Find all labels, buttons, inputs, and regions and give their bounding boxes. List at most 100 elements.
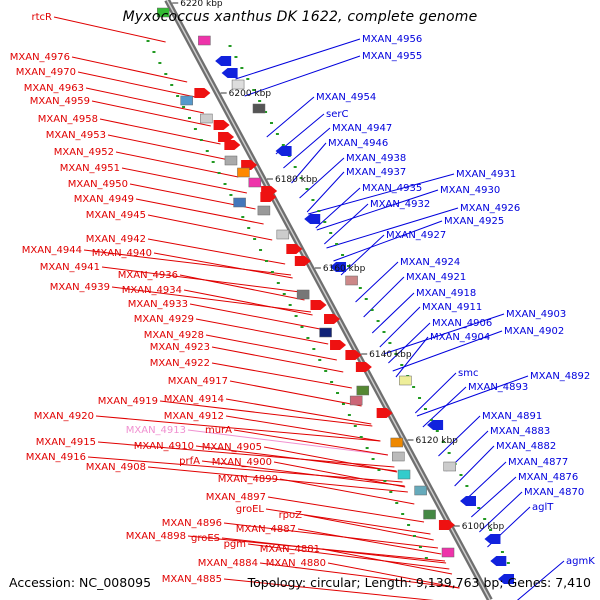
- gene-label-MXAN_4926[interactable]: MXAN_4926: [460, 203, 520, 214]
- gene-label-MXAN_4924[interactable]: MXAN_4924: [400, 257, 460, 268]
- gene-label-MXAN_4905[interactable]: MXAN_4905: [202, 442, 262, 453]
- gene-label-MXAN_4954[interactable]: MXAN_4954: [316, 92, 376, 103]
- gene-box[interactable]: [237, 167, 250, 178]
- gene-arrow-forward[interactable]: [324, 314, 341, 324]
- gene-label-MXAN_4921[interactable]: MXAN_4921: [406, 272, 466, 283]
- gene-label-MXAN_4882[interactable]: MXAN_4882: [496, 441, 556, 452]
- gene-box[interactable]: [443, 461, 456, 472]
- gene-arrow-forward[interactable]: [260, 192, 277, 202]
- gene-label-MXAN_4885[interactable]: MXAN_4885: [162, 574, 222, 585]
- gene-box[interactable]: [390, 437, 404, 448]
- gene-label-MXAN_4898[interactable]: MXAN_4898: [126, 531, 186, 542]
- gene-label-MXAN_4897[interactable]: MXAN_4897: [206, 492, 266, 503]
- gene-box[interactable]: [248, 177, 262, 188]
- gene-label-MXAN_4896[interactable]: MXAN_4896: [162, 518, 222, 529]
- gene-arrow-reverse[interactable]: [484, 534, 501, 544]
- gene-arrow-forward[interactable]: [330, 340, 347, 350]
- gene-label-MXAN_4929[interactable]: MXAN_4929: [134, 314, 194, 325]
- gene-label-MXAN_4933[interactable]: MXAN_4933: [128, 299, 188, 310]
- gene-label-MXAN_4927[interactable]: MXAN_4927: [386, 230, 446, 241]
- gene-label-MXAN_4920[interactable]: MXAN_4920: [34, 411, 94, 422]
- gene-arrow-forward[interactable]: [355, 362, 372, 372]
- gene-box[interactable]: [319, 327, 332, 338]
- gene-label-MXAN_4955[interactable]: MXAN_4955: [362, 51, 422, 62]
- gene-arrow-forward[interactable]: [194, 88, 211, 98]
- gene-label-MXAN_4938[interactable]: MXAN_4938: [346, 153, 406, 164]
- gene-label-MXAN_4952[interactable]: MXAN_4952: [54, 147, 114, 158]
- gene-label-MXAN_4913[interactable]: MXAN_4913: [126, 425, 186, 436]
- gene-label-pgm[interactable]: pgm: [224, 539, 246, 550]
- gene-arrow-forward[interactable]: [376, 408, 393, 418]
- gene-label-MXAN_4917[interactable]: MXAN_4917: [168, 376, 228, 387]
- gene-label-MXAN_4923[interactable]: MXAN_4923: [150, 342, 210, 353]
- gene-label-MXAN_4946[interactable]: MXAN_4946: [328, 138, 388, 149]
- gene-label-MXAN_4928[interactable]: MXAN_4928: [144, 330, 204, 341]
- gene-box[interactable]: [252, 103, 266, 114]
- gene-label-MXAN_4934[interactable]: MXAN_4934: [122, 285, 182, 296]
- gene-label-MXAN_4947[interactable]: MXAN_4947: [332, 123, 392, 134]
- gene-label-MXAN_4904[interactable]: MXAN_4904: [430, 332, 490, 343]
- gene-box[interactable]: [397, 469, 411, 480]
- gene-label-MXAN_4951[interactable]: MXAN_4951: [60, 163, 120, 174]
- gene-label-MXAN_4883[interactable]: MXAN_4883: [490, 426, 550, 437]
- gene-box[interactable]: [296, 289, 310, 300]
- gene-arrow-reverse[interactable]: [304, 214, 321, 224]
- gene-arrow-forward[interactable]: [213, 120, 230, 130]
- gene-arrow-reverse[interactable]: [221, 68, 238, 78]
- gene-label-MXAN_4976[interactable]: MXAN_4976: [10, 52, 70, 63]
- gene-label-MXAN_4931[interactable]: MXAN_4931: [456, 169, 516, 180]
- gene-label-MXAN_4887[interactable]: MXAN_4887: [236, 524, 296, 535]
- gene-arrow-forward[interactable]: [224, 140, 241, 150]
- gene-label-MXAN_4930[interactable]: MXAN_4930: [440, 185, 500, 196]
- gene-label-MXAN_4880[interactable]: MXAN_4880: [266, 558, 326, 569]
- gene-label-MXAN_4912[interactable]: MXAN_4912: [164, 411, 224, 422]
- gene-label-prfA[interactable]: prfA: [179, 456, 200, 467]
- gene-label-MXAN_4937[interactable]: MXAN_4937: [346, 167, 406, 178]
- gene-label-MXAN_4911[interactable]: MXAN_4911: [422, 302, 482, 313]
- gene-arrow-reverse[interactable]: [498, 574, 515, 584]
- gene-label-MXAN_4940[interactable]: MXAN_4940: [92, 248, 152, 259]
- gene-label-agmK[interactable]: agmK: [566, 556, 595, 567]
- gene-label-aglT[interactable]: aglT: [532, 502, 554, 513]
- gene-label-MXAN_4950[interactable]: MXAN_4950: [68, 179, 128, 190]
- gene-box[interactable]: [356, 385, 370, 396]
- gene-box[interactable]: [423, 509, 436, 520]
- gene-label-groES[interactable]: groES: [191, 533, 220, 544]
- gene-label-MXAN_4892[interactable]: MXAN_4892: [530, 371, 590, 382]
- gene-box[interactable]: [157, 7, 170, 18]
- gene-label-MXAN_4915[interactable]: MXAN_4915: [36, 437, 96, 448]
- gene-label-rtcR[interactable]: rtcR: [32, 12, 53, 23]
- gene-box[interactable]: [233, 197, 246, 208]
- gene-label-groEL[interactable]: groEL: [236, 504, 265, 515]
- gene-label-MXAN_4908[interactable]: MXAN_4908: [86, 462, 146, 473]
- gene-label-smc[interactable]: smc: [458, 368, 478, 379]
- gene-arrow-forward[interactable]: [294, 256, 311, 266]
- gene-label-MXAN_4877[interactable]: MXAN_4877: [508, 457, 568, 468]
- gene-label-MXAN_4893[interactable]: MXAN_4893: [468, 382, 528, 393]
- gene-label-MXAN_4919[interactable]: MXAN_4919: [98, 396, 158, 407]
- gene-label-MXAN_4936[interactable]: MXAN_4936: [118, 270, 178, 281]
- gene-box[interactable]: [200, 113, 213, 124]
- gene-label-MXAN_4906[interactable]: MXAN_4906: [432, 318, 492, 329]
- gene-box[interactable]: [392, 451, 405, 462]
- gene-box[interactable]: [441, 547, 455, 558]
- gene-label-MXAN_4970[interactable]: MXAN_4970: [16, 67, 76, 78]
- gene-arrow-forward[interactable]: [310, 300, 327, 310]
- gene-label-MXAN_4935[interactable]: MXAN_4935: [362, 183, 422, 194]
- gene-arrow-reverse[interactable]: [275, 146, 292, 156]
- gene-arrow-reverse[interactable]: [460, 496, 477, 506]
- gene-arrow-reverse[interactable]: [490, 556, 507, 566]
- gene-label-MXAN_4959[interactable]: MXAN_4959: [30, 96, 90, 107]
- gene-label-MXAN_4914[interactable]: MXAN_4914: [164, 394, 224, 405]
- gene-label-murA[interactable]: murA: [205, 425, 232, 436]
- gene-label-MXAN_4903[interactable]: MXAN_4903: [506, 309, 566, 320]
- gene-label-MXAN_4956[interactable]: MXAN_4956: [362, 34, 422, 45]
- gene-box[interactable]: [180, 95, 193, 106]
- gene-label-MXAN_4949[interactable]: MXAN_4949: [74, 194, 134, 205]
- gene-box[interactable]: [257, 205, 271, 216]
- gene-label-MXAN_4932[interactable]: MXAN_4932: [370, 199, 430, 210]
- gene-label-MXAN_4942[interactable]: MXAN_4942: [86, 234, 146, 245]
- gene-label-MXAN_4922[interactable]: MXAN_4922: [150, 358, 210, 369]
- gene-label-MXAN_4899[interactable]: MXAN_4899: [218, 474, 278, 485]
- gene-box[interactable]: [198, 35, 211, 46]
